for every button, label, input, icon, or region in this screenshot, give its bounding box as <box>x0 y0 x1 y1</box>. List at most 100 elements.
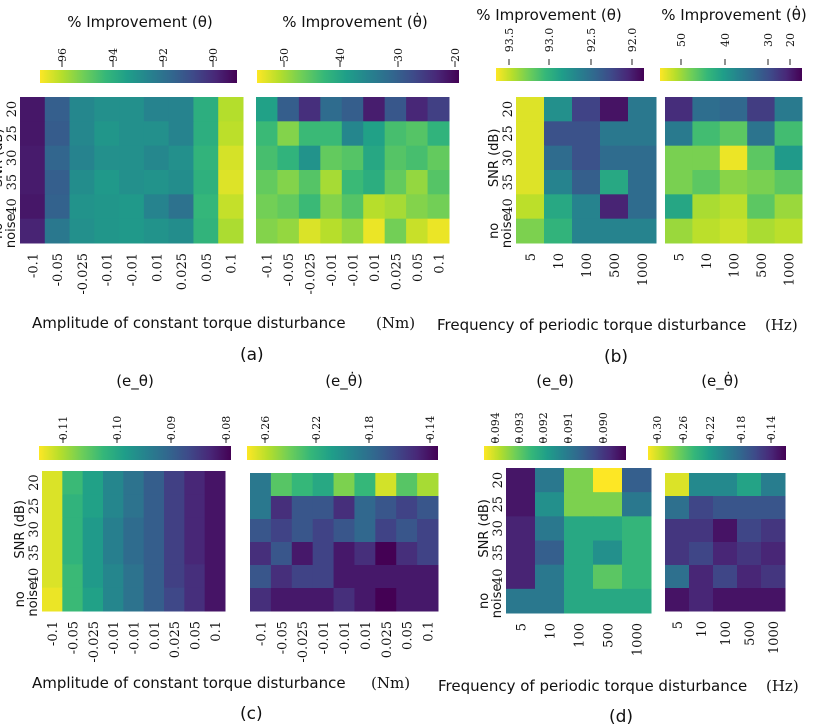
x-tick-label: 1000 <box>767 621 782 654</box>
heatmap-cell <box>277 145 300 171</box>
x-tick-label: -0.025 <box>76 253 91 295</box>
heatmap-cell <box>535 564 565 590</box>
heatmap-cell <box>256 170 278 195</box>
heatmap-cell <box>363 97 386 122</box>
colorbar-tick-label: 30 <box>392 48 405 62</box>
x-tick-label: 10 <box>544 623 559 640</box>
heatmap-cell <box>593 588 623 614</box>
heatmap-cell <box>20 121 46 147</box>
heatmap-cell <box>572 97 601 122</box>
x-tick-label: -0.01 <box>126 253 141 286</box>
heatmap-cell <box>774 170 803 195</box>
heatmap-cell <box>427 170 450 195</box>
heatmap-cell <box>396 519 418 543</box>
heatmap-cell <box>737 565 762 589</box>
heatmap-cell <box>341 97 364 122</box>
heatmap-cell <box>82 541 104 565</box>
heatmap-cell <box>193 218 219 244</box>
heatmap-cell <box>320 218 343 244</box>
heatmap-cell <box>535 492 565 517</box>
heatmap-cell <box>20 145 46 171</box>
heatmap-cell <box>600 218 629 244</box>
heatmap-cell <box>427 218 450 244</box>
heatmap-cell <box>218 218 244 244</box>
y-axis-title: SNR (dB) <box>0 129 6 187</box>
x-axis-title-b: Frequency of periodic torque disturbance <box>437 316 746 334</box>
heatmap-cell <box>719 170 748 195</box>
heatmap-cell <box>396 473 418 497</box>
heatmap-cell <box>143 471 165 495</box>
heatmap-cell <box>277 121 300 147</box>
heatmap-d_etheta: (e_θ) 0.094 0.093 0.092 0.091 0.090 5 10 100 500 1… <box>477 372 652 656</box>
heatmap-cell <box>713 565 738 589</box>
y-tick-label: 30 <box>501 150 516 167</box>
heatmap-cell <box>747 194 776 220</box>
heatmap-cell <box>665 496 690 520</box>
heatmap-a_thetadot: % Improvement (θ̇) 50 40 30 20 -0.1 -0.05 -0.02… <box>256 12 462 295</box>
heatmap-cell <box>354 496 376 520</box>
heatmap-cell <box>719 194 748 220</box>
heatmap-cell <box>396 565 418 589</box>
heatmap-cell <box>761 473 786 497</box>
colorbar-tick-label: 30 <box>762 33 775 47</box>
heatmap-cell <box>544 218 573 244</box>
heatmap-cell <box>62 494 84 519</box>
heatmap-cell <box>363 170 386 195</box>
x-tick-label: 500 <box>755 253 770 278</box>
heatmap-cell <box>665 218 693 244</box>
panel-label-b: (b) <box>604 347 628 367</box>
heatmap-cell <box>622 564 652 590</box>
heatmap-cell <box>622 540 652 566</box>
x-tick-label: 0.025 <box>380 621 395 658</box>
heatmap-cell <box>396 542 418 566</box>
heatmap-cell <box>94 97 120 122</box>
heatmap-cell <box>354 565 376 589</box>
heatmap-cell <box>42 517 63 542</box>
panel-label-a: (a) <box>240 345 264 365</box>
heatmap-cell <box>665 565 690 589</box>
x-tick-label: 5 <box>524 253 539 261</box>
heatmap-cell <box>572 170 601 195</box>
heatmap-cell <box>396 588 418 612</box>
chart-title: % Improvement (θ̇) <box>661 5 807 24</box>
heatmap-cell <box>406 218 429 244</box>
colorbar-tick-label: 0.094 <box>489 412 502 444</box>
heatmap-cell <box>665 170 693 195</box>
heatmap-cell <box>506 516 536 541</box>
heatmap-cell <box>427 145 450 171</box>
heatmap-cell <box>544 121 573 147</box>
x-tick-label: -0.01 <box>338 621 353 654</box>
y-tick-label: 25 <box>5 125 20 142</box>
heatmap-cell <box>333 496 355 520</box>
heatmap-cell <box>143 541 165 565</box>
x-tick-label: 100 <box>573 623 588 648</box>
heatmap-cell <box>94 145 120 171</box>
colorbar-tick-label: 0.14 <box>765 416 778 441</box>
heatmap-cell <box>143 587 165 612</box>
heatmap-cell <box>761 565 786 589</box>
y-tick-label: 40 <box>491 568 506 585</box>
heatmap-cell <box>42 471 63 495</box>
heatmap-cell <box>184 587 206 612</box>
chart-title: % Improvement (θ̇) <box>282 12 428 31</box>
heatmap-cell <box>747 145 776 171</box>
heatmap-cell <box>719 121 748 147</box>
heatmap-cell <box>143 194 170 220</box>
heatmap-cell <box>516 145 545 171</box>
x-axis-unit-d: (Hz) <box>766 677 799 695</box>
y-tick-label-noise: noise <box>500 214 515 249</box>
x-tick-label: -0.025 <box>87 621 102 663</box>
heatmap-cell <box>396 496 418 520</box>
colorbar-tick-label: 0.08 <box>220 416 233 441</box>
heatmap-cell <box>628 145 657 171</box>
heatmap-cell <box>69 121 95 147</box>
x-tick-label: -0.01 <box>128 621 143 654</box>
chart-title: % Improvement (θ) <box>67 13 213 31</box>
heatmap-b_thetadot: % Improvement (θ̇) 50 40 30 20 5 10 100 500 1000 <box>660 5 807 286</box>
heatmap-cell <box>204 564 226 589</box>
heatmap-cell <box>427 121 450 147</box>
heatmap-cell <box>506 588 536 614</box>
heatmap-cell <box>298 218 321 244</box>
heatmap-cell <box>375 565 397 589</box>
